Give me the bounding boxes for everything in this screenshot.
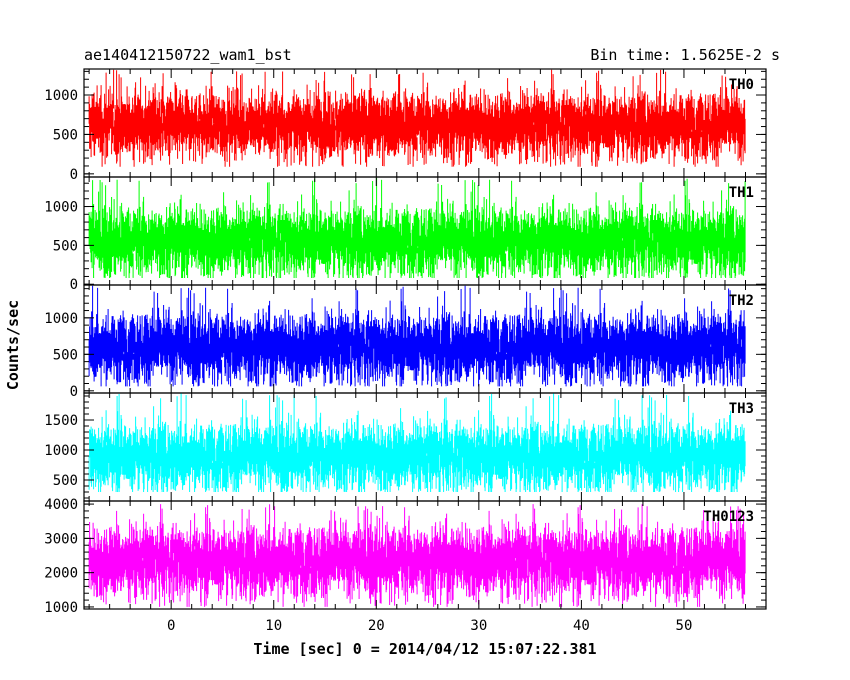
chart-title: ae140412150722_wam1_bst bbox=[84, 46, 292, 64]
x-axis-ticks: 0 10 20 30 40 50 bbox=[167, 618, 692, 634]
chart-subtitle: Bin time: 1.5625E-2 s bbox=[590, 46, 780, 64]
panel-th0123: 1000 2000 3000 4000 TH0123 bbox=[44, 497, 767, 616]
y-tick-label: 0 bbox=[70, 384, 78, 400]
y-tick-label: 500 bbox=[53, 473, 78, 489]
y-tick-label: 2000 bbox=[44, 566, 78, 582]
y-tick-label: 500 bbox=[53, 347, 78, 363]
y-tick-label: 4000 bbox=[44, 497, 78, 513]
x-tick-label: 50 bbox=[676, 618, 693, 634]
panel-frame bbox=[83, 500, 767, 610]
panel-th2: 0 500 1000 TH2 bbox=[44, 284, 767, 400]
x-tick-label: 30 bbox=[470, 618, 487, 634]
series-th1-line bbox=[88, 177, 746, 278]
series-th2-line bbox=[88, 285, 746, 387]
y-tick-label: 1000 bbox=[44, 311, 78, 327]
x-tick-label: 0 bbox=[167, 618, 175, 634]
panel-th1: 0 500 1000 TH1 bbox=[44, 176, 767, 293]
panels-group: 0 500 1000 TH0 0 500 1000 TH1 0 500 1000 TH2 500 1000… bbox=[44, 68, 767, 616]
y-tick-label: 1000 bbox=[44, 600, 78, 616]
y-tick-label: 1000 bbox=[44, 88, 78, 104]
panel-label-th0: TH0 bbox=[729, 77, 754, 93]
y-tick-label: 3000 bbox=[44, 531, 78, 547]
series-th0123-line bbox=[88, 504, 746, 607]
x-tick-label: 40 bbox=[573, 618, 590, 634]
x-tick-label: 20 bbox=[368, 618, 385, 634]
series-th3-line bbox=[88, 393, 746, 492]
y-tick-label: 1000 bbox=[44, 443, 78, 459]
y-axis-label: Counts/sec bbox=[4, 300, 22, 390]
y-tick-label: 500 bbox=[53, 127, 78, 143]
y-tick-label: 0 bbox=[70, 167, 78, 183]
x-tick-label: 10 bbox=[265, 618, 282, 634]
panel-th0: 0 500 1000 TH0 bbox=[44, 68, 767, 183]
panel-label-th3: TH3 bbox=[729, 401, 754, 417]
panel-label-th0123: TH0123 bbox=[703, 509, 754, 525]
panel-th3: 500 1000 1500 TH3 bbox=[44, 392, 767, 502]
y-tick-label: 1000 bbox=[44, 200, 78, 216]
series-th0-line bbox=[88, 69, 746, 167]
y-tick-label: 500 bbox=[53, 238, 78, 254]
panel-label-th2: TH2 bbox=[729, 293, 754, 309]
y-tick-label: 1500 bbox=[44, 413, 78, 429]
panel-label-th1: TH1 bbox=[729, 185, 754, 201]
x-axis-label: Time [sec] 0 = 2014/04/12 15:07:22.381 bbox=[253, 640, 596, 658]
y-tick-label: 0 bbox=[70, 277, 78, 293]
